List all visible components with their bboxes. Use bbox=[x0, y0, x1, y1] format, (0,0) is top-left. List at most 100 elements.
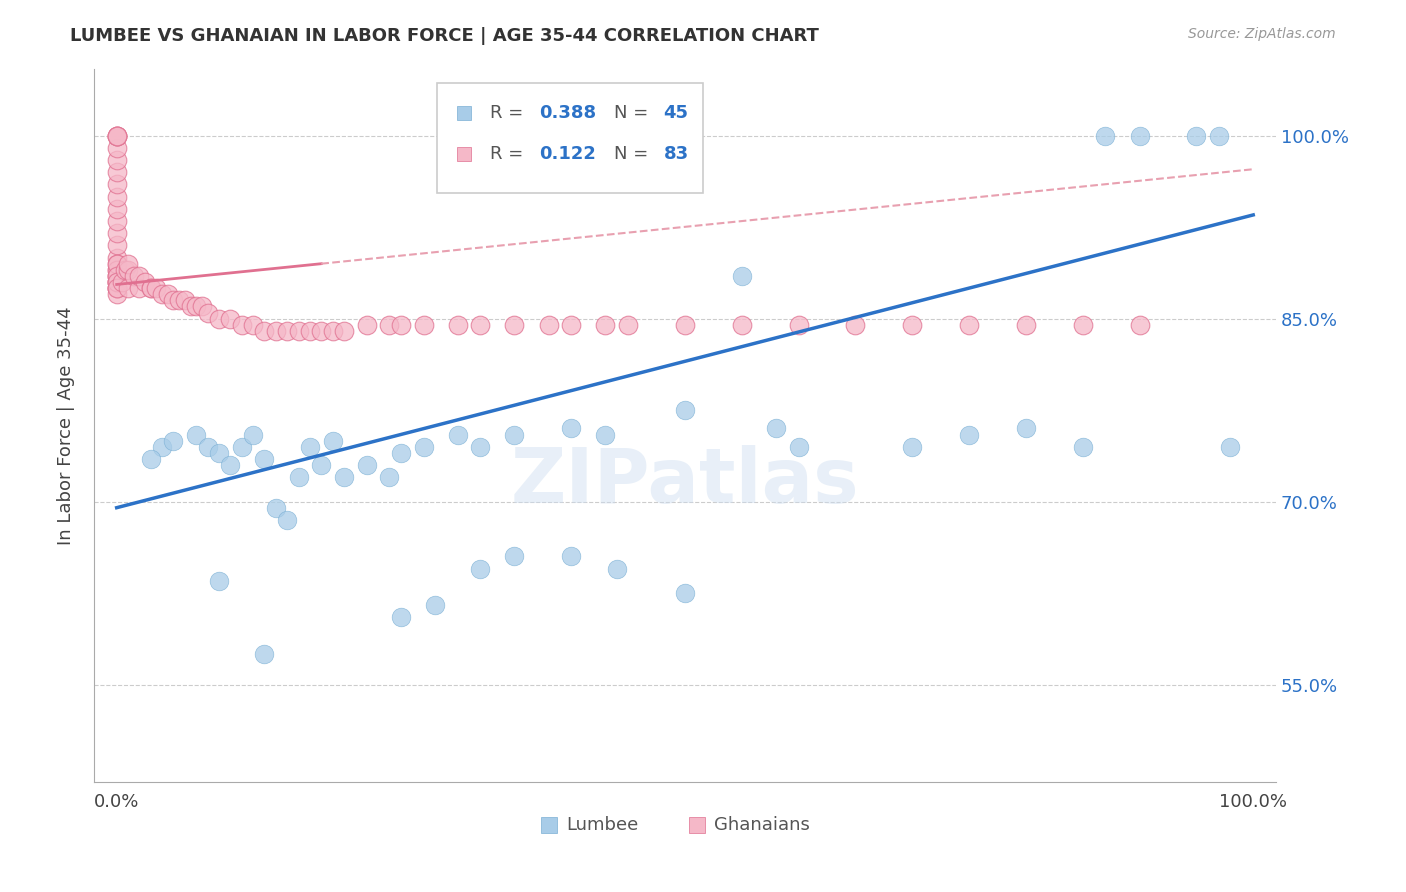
Point bbox=[389, 610, 412, 624]
Point bbox=[787, 440, 810, 454]
Point bbox=[617, 318, 640, 332]
Point bbox=[150, 287, 173, 301]
Point bbox=[1094, 128, 1116, 143]
Point bbox=[134, 275, 156, 289]
Point bbox=[298, 324, 321, 338]
Y-axis label: In Labor Force | Age 35-44: In Labor Force | Age 35-44 bbox=[58, 306, 75, 545]
Point bbox=[470, 562, 492, 576]
Point bbox=[356, 318, 378, 332]
Point bbox=[264, 324, 287, 338]
Point bbox=[105, 202, 128, 216]
Point bbox=[114, 262, 136, 277]
Point bbox=[105, 238, 128, 252]
Point bbox=[242, 318, 264, 332]
Point bbox=[128, 268, 150, 283]
Point bbox=[731, 318, 754, 332]
Point bbox=[231, 440, 253, 454]
Point bbox=[105, 128, 128, 143]
Point bbox=[111, 275, 134, 289]
Point bbox=[105, 189, 128, 203]
Point bbox=[276, 513, 298, 527]
Point bbox=[105, 275, 128, 289]
Text: Ghanaians: Ghanaians bbox=[714, 816, 810, 834]
Point bbox=[105, 128, 128, 143]
Point bbox=[105, 281, 128, 295]
Point bbox=[208, 311, 231, 326]
Point bbox=[901, 440, 924, 454]
Point bbox=[1129, 318, 1152, 332]
Point bbox=[595, 427, 617, 442]
Point bbox=[595, 318, 617, 332]
Point bbox=[309, 324, 332, 338]
Point bbox=[139, 451, 162, 466]
Text: R =: R = bbox=[489, 104, 529, 122]
Point bbox=[503, 549, 526, 564]
Point bbox=[105, 262, 128, 277]
Text: 83: 83 bbox=[664, 145, 689, 163]
Point bbox=[219, 458, 242, 472]
Point bbox=[105, 165, 128, 179]
Point bbox=[105, 128, 128, 143]
Point bbox=[105, 281, 128, 295]
Point bbox=[208, 574, 231, 588]
Text: R =: R = bbox=[489, 145, 529, 163]
Point bbox=[503, 427, 526, 442]
Point bbox=[446, 427, 468, 442]
Point bbox=[356, 458, 378, 472]
Point bbox=[105, 281, 128, 295]
Point bbox=[673, 403, 696, 417]
Point bbox=[731, 268, 754, 283]
Point bbox=[186, 300, 208, 314]
Point bbox=[389, 446, 412, 460]
Point bbox=[162, 434, 184, 448]
Point bbox=[105, 268, 128, 283]
Point bbox=[560, 318, 582, 332]
Text: ZIPatlas: ZIPatlas bbox=[510, 445, 859, 519]
Point bbox=[446, 318, 468, 332]
Point bbox=[105, 141, 128, 155]
Point bbox=[117, 262, 139, 277]
Point bbox=[787, 318, 810, 332]
Point bbox=[378, 318, 401, 332]
Point bbox=[253, 647, 276, 661]
Point bbox=[1185, 128, 1208, 143]
Point bbox=[105, 268, 128, 283]
Point bbox=[105, 178, 128, 192]
Point bbox=[105, 287, 128, 301]
Point bbox=[105, 153, 128, 167]
Point bbox=[503, 318, 526, 332]
Text: N =: N = bbox=[614, 104, 654, 122]
Point bbox=[901, 318, 924, 332]
Point bbox=[105, 226, 128, 240]
Point bbox=[156, 287, 179, 301]
Point bbox=[105, 275, 128, 289]
Point bbox=[470, 440, 492, 454]
Point bbox=[957, 427, 980, 442]
Point bbox=[287, 470, 309, 484]
Point bbox=[333, 324, 356, 338]
Point bbox=[105, 262, 128, 277]
Point bbox=[197, 440, 219, 454]
Point bbox=[276, 324, 298, 338]
Point bbox=[298, 440, 321, 454]
Point bbox=[673, 586, 696, 600]
Point bbox=[470, 318, 492, 332]
Point bbox=[322, 434, 344, 448]
Point bbox=[1015, 421, 1038, 435]
Point bbox=[231, 318, 253, 332]
Point bbox=[139, 281, 162, 295]
Point bbox=[412, 440, 434, 454]
Text: Lumbee: Lumbee bbox=[567, 816, 638, 834]
Text: 0.388: 0.388 bbox=[540, 104, 596, 122]
Point bbox=[186, 427, 208, 442]
Point bbox=[180, 300, 202, 314]
Point bbox=[1129, 128, 1152, 143]
Point bbox=[208, 446, 231, 460]
Point bbox=[105, 275, 128, 289]
Point bbox=[253, 324, 276, 338]
Point bbox=[253, 451, 276, 466]
Point bbox=[844, 318, 866, 332]
Point bbox=[145, 281, 167, 295]
Point bbox=[219, 311, 242, 326]
Point bbox=[673, 318, 696, 332]
